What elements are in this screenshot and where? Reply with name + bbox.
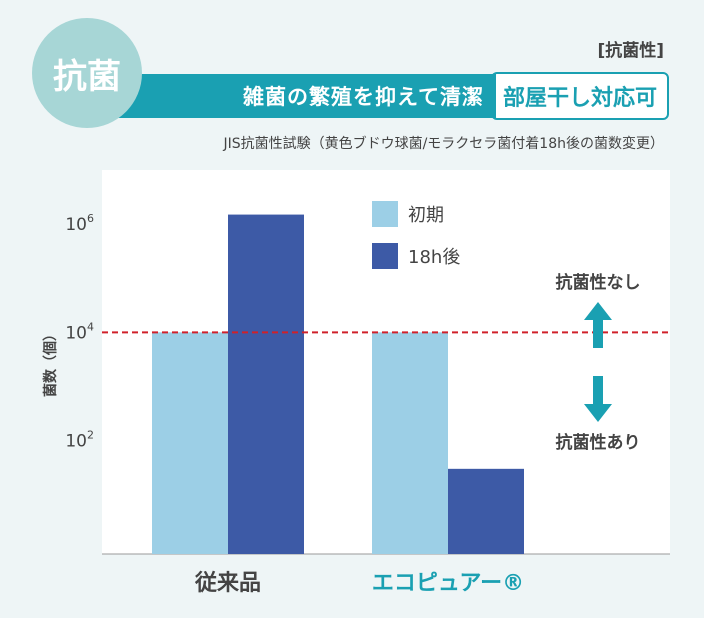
bar-ecopure-18h [448,468,524,554]
legend-label-initial: 初期 [408,205,444,226]
legend-swatch-18h [372,243,398,269]
arrow-up-icon [584,302,612,348]
annotation-no-antibacterial: 抗菌性なし [556,272,641,293]
feature-banner: 雑菌の繁殖を抑えて清潔 [118,74,496,118]
bar-ecopure-initial [372,332,448,554]
legend-label-18h: 18h後 [408,247,460,268]
annotation-antibacterial: 抗菌性あり [556,432,641,453]
bar-conventional-initial [152,332,228,554]
y-tick-label: 102 [65,429,94,452]
test-note: JIS抗菌性試験（黄色ブドウ球菌/モラクセラ菌付着18h後の菌数変更） [223,136,664,152]
indoor-drying-tag: 部屋干し対応可 [491,72,669,120]
bar-conventional-18h [228,214,304,555]
y-tick-label: 106 [65,212,94,235]
y-axis-label: 菌数（個） [42,327,59,397]
legend-swatch-initial [372,201,398,227]
arrow-down-icon [584,376,612,422]
y-tick-label: 104 [65,320,94,343]
category-label-conventional: 従来品 [194,570,261,596]
category-tag: [抗菌性] [597,41,664,61]
category-label-ecopure: エコピュアー® [372,571,524,596]
banner-text: 雑菌の繁殖を抑えて清潔 [243,85,484,109]
antibacterial-badge: 抗菌 [32,18,142,128]
